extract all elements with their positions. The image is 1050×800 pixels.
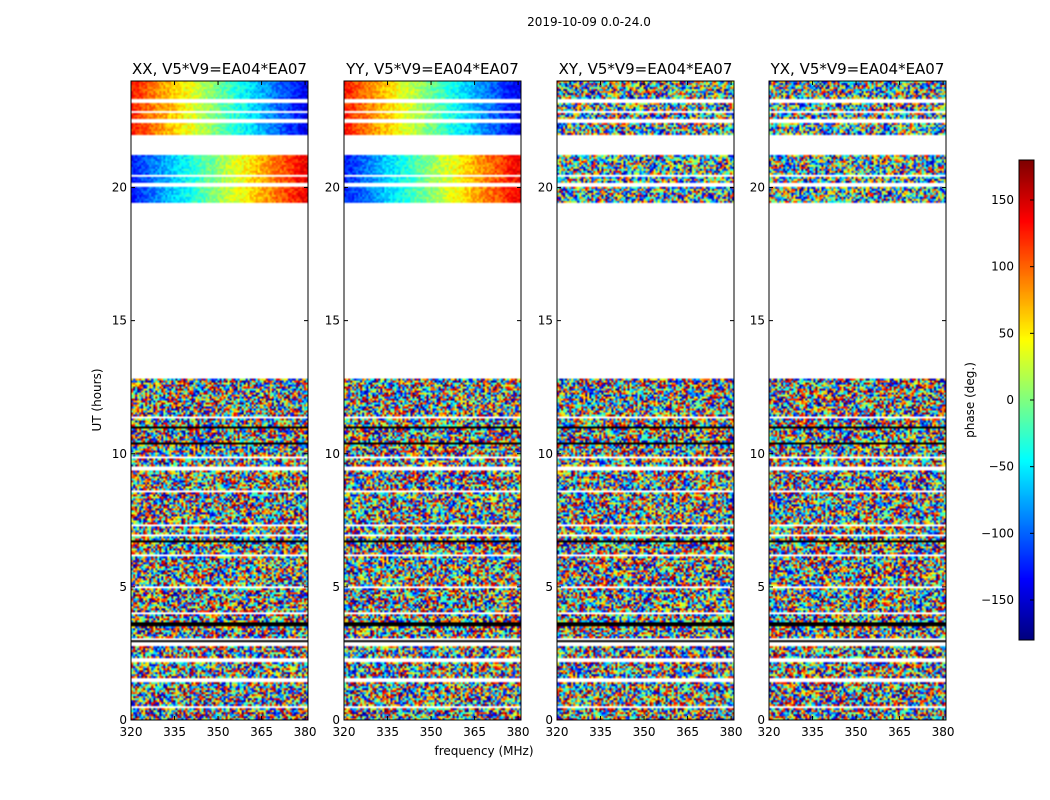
x-tick-label: 365 xyxy=(250,725,273,739)
heatmap-image xyxy=(557,81,734,720)
x-tick-label: 320 xyxy=(758,725,781,739)
x-tick-label: 335 xyxy=(163,725,186,739)
y-tick-label: 10 xyxy=(538,447,553,461)
panel-title: XY, V5*V9=EA04*EA07 xyxy=(559,60,733,78)
colorbar-tick-label: 50 xyxy=(999,326,1014,340)
panel-frame xyxy=(130,80,309,721)
panel-0: XX, V5*V9=EA04*EA07 320 335 350 365 380 0 5 10 15… xyxy=(112,60,317,739)
y-tick-label: 20 xyxy=(538,181,553,195)
panel-2: XY, V5*V9=EA04*EA07 320 335 350 365 380 0 5 10 15… xyxy=(538,60,743,739)
x-tick-label: 365 xyxy=(463,725,486,739)
x-tick-label: 350 xyxy=(207,725,230,739)
x-tick-label: 380 xyxy=(507,725,530,739)
colorbar-tick-label: −150 xyxy=(981,593,1014,607)
panel-title: YY, V5*V9=EA04*EA07 xyxy=(345,60,519,78)
y-axis-label: UT (hours) xyxy=(90,368,104,431)
panel-1: YY, V5*V9=EA04*EA07 320 335 350 365 380 0 5 10 15… xyxy=(325,60,530,739)
colorbar-tick-label: −50 xyxy=(989,460,1014,474)
y-tick-label: 15 xyxy=(112,314,127,328)
colorbar-tick-label: −100 xyxy=(981,526,1014,540)
y-tick-label: 15 xyxy=(325,314,340,328)
y-tick-label: 15 xyxy=(750,314,765,328)
y-tick-label: 10 xyxy=(750,447,765,461)
x-tick-label: 320 xyxy=(120,725,143,739)
y-tick-label: 15 xyxy=(538,314,553,328)
x-tick-label: 380 xyxy=(720,725,743,739)
x-tick-label: 320 xyxy=(333,725,356,739)
panel-frame xyxy=(343,80,522,721)
y-tick-label: 20 xyxy=(325,181,340,195)
heatmap-image xyxy=(344,81,521,720)
y-tick-label: 10 xyxy=(112,447,127,461)
y-tick-label: 10 xyxy=(325,447,340,461)
y-tick-label: 20 xyxy=(750,181,765,195)
x-tick-label: 380 xyxy=(932,725,955,739)
y-tick-label: 0 xyxy=(545,713,553,727)
y-tick-label: 20 xyxy=(112,181,127,195)
colorbar-tick-label: 150 xyxy=(991,193,1014,207)
x-tick-label: 350 xyxy=(845,725,868,739)
x-axis-label: frequency (MHz) xyxy=(434,744,533,758)
x-tick-label: 350 xyxy=(420,725,443,739)
y-tick-label: 5 xyxy=(757,580,765,594)
panel-title: XX, V5*V9=EA04*EA07 xyxy=(132,60,307,78)
x-tick-label: 350 xyxy=(633,725,656,739)
x-tick-label: 335 xyxy=(801,725,824,739)
heatmap-image xyxy=(131,81,308,720)
x-tick-label: 365 xyxy=(888,725,911,739)
y-tick-label: 0 xyxy=(119,713,127,727)
panel-frame xyxy=(556,80,735,721)
colorbar-tick-label: 0 xyxy=(1006,393,1014,407)
panel-title: YX, V5*V9=EA04*EA07 xyxy=(770,60,945,78)
y-tick-label: 5 xyxy=(119,580,127,594)
colorbar-label: phase (deg.) xyxy=(963,362,977,438)
colorbar-tick-label: 100 xyxy=(991,260,1014,274)
panel-frame xyxy=(768,80,947,721)
y-tick-label: 5 xyxy=(545,580,553,594)
y-tick-label: 0 xyxy=(757,713,765,727)
colorbar-gradient xyxy=(1019,160,1034,640)
y-tick-label: 5 xyxy=(332,580,340,594)
x-tick-label: 320 xyxy=(546,725,569,739)
panels: XX, V5*V9=EA04*EA07 320 335 350 365 380 0 5 10 15… xyxy=(112,60,955,739)
panel-3: YX, V5*V9=EA04*EA07 320 335 350 365 380 0 5 10 15… xyxy=(750,60,955,739)
y-tick-label: 0 xyxy=(332,713,340,727)
x-tick-label: 380 xyxy=(294,725,317,739)
x-tick-label: 335 xyxy=(376,725,399,739)
x-tick-label: 335 xyxy=(589,725,612,739)
heatmap-image xyxy=(769,81,946,720)
x-tick-label: 365 xyxy=(676,725,699,739)
colorbar: phase (deg.) −150 −100 −50 0 50 100 150 xyxy=(963,159,1035,641)
figure-title: 2019-10-09 0.0-24.0 xyxy=(527,15,651,29)
